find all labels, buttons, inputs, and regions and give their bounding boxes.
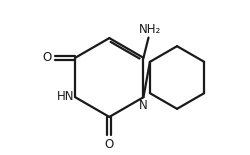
Text: O: O: [42, 51, 52, 64]
Text: HN: HN: [56, 90, 74, 103]
Text: O: O: [104, 137, 114, 151]
Text: NH₂: NH₂: [138, 23, 160, 36]
Text: N: N: [138, 99, 147, 112]
